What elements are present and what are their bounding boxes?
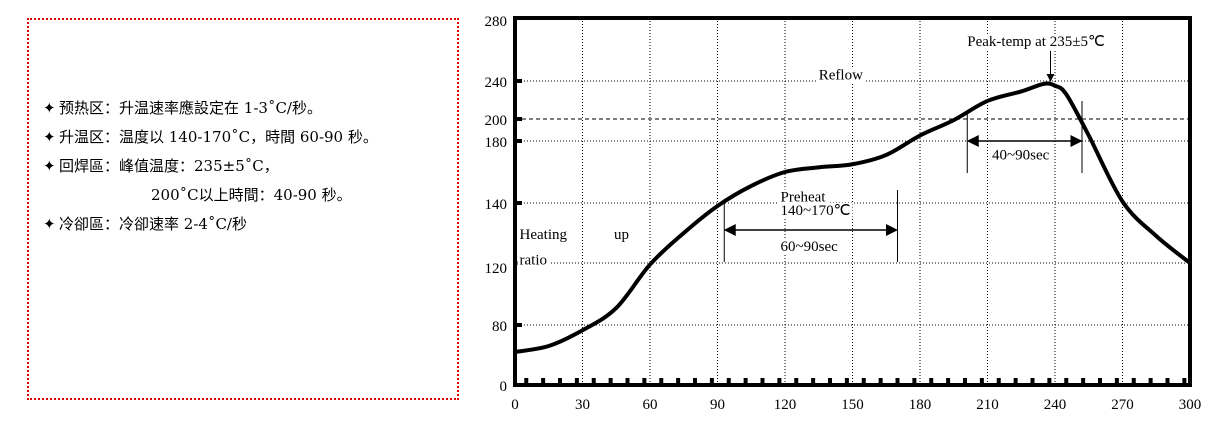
x-minor-tick — [1131, 378, 1136, 384]
y-tick-label: 80 — [492, 319, 507, 335]
x-minor-tick — [676, 378, 681, 384]
y-tick-label: 120 — [485, 261, 508, 277]
x-minor-tick — [929, 378, 934, 384]
x-minor-tick — [1182, 378, 1187, 384]
note-reflow: ✦ 回焊區：峰值温度：235±5˚C， — [43, 152, 378, 181]
annotation-label: 140~170℃ — [781, 203, 851, 219]
y-tick-label: 140 — [485, 197, 508, 213]
x-minor-tick — [642, 378, 647, 384]
x-minor-tick — [608, 378, 613, 384]
x-minor-tick — [794, 378, 799, 384]
x-minor-tick — [979, 378, 984, 384]
x-minor-tick — [1064, 378, 1069, 384]
x-minor-tick — [946, 378, 951, 384]
x-minor-tick — [558, 378, 562, 384]
y-tick-label: 240 — [485, 75, 508, 91]
notes-list: ✦ 预热区：升温速率應設定在 1-3˚C/秒。 ✦ 升温区：温度以 140-170˚… — [43, 94, 378, 239]
x-minor-tick — [1165, 378, 1170, 384]
x-tick-label: 240 — [1044, 397, 1067, 413]
x-minor-tick — [996, 378, 1001, 384]
x-minor-tick — [541, 378, 546, 384]
annotation-label: 40~90sec — [992, 148, 1050, 164]
y-tick-mark — [515, 117, 522, 121]
x-minor-tick — [591, 378, 596, 384]
x-minor-tick — [963, 378, 967, 384]
bullet-icon: ✦ — [43, 215, 56, 233]
y-tick-mark — [515, 139, 522, 143]
x-minor-tick — [1030, 378, 1035, 384]
x-tick-label: 150 — [841, 397, 864, 413]
note-preheat: ✦ 预热区：升温速率應設定在 1-3˚C/秒。 — [43, 94, 378, 123]
bullet-icon: ✦ — [43, 157, 56, 175]
x-tick-label: 180 — [909, 397, 932, 413]
annotation-background — [778, 239, 841, 255]
annotation-background — [778, 203, 853, 219]
annotation-background — [612, 227, 631, 243]
note-reflow-time: 200˚C以上時間：40-90 秒。 — [151, 186, 352, 204]
x-minor-tick — [828, 378, 832, 384]
y-tick-label: 0 — [500, 379, 508, 395]
x-tick-label: 90 — [710, 397, 725, 413]
bullet-icon: ✦ — [43, 99, 56, 117]
temperature-curve — [514, 81, 1192, 354]
annotation-background — [965, 33, 1107, 50]
x-minor-tick — [811, 378, 816, 384]
x-minor-tick — [1114, 378, 1119, 384]
x-minor-tick — [1081, 378, 1086, 384]
x-minor-tick — [777, 378, 782, 384]
x-minor-tick — [1148, 378, 1153, 384]
y-tick-mark — [515, 79, 522, 83]
x-tick-label: 30 — [575, 397, 590, 413]
x-minor-tick — [861, 378, 866, 384]
annotation-label: Peak-temp at 235±5℃ — [967, 34, 1105, 50]
y-tick-mark — [515, 201, 522, 205]
x-minor-tick — [625, 378, 630, 384]
y-tick-mark — [515, 323, 522, 327]
annotation-background — [778, 189, 829, 206]
x-minor-tick — [1013, 378, 1018, 384]
x-minor-tick — [878, 378, 883, 384]
x-minor-tick — [895, 378, 900, 384]
x-minor-tick — [1098, 378, 1102, 384]
x-tick-label: 0 — [511, 397, 519, 413]
annotation-label: Heating — [520, 227, 568, 243]
x-minor-tick — [760, 378, 765, 384]
notes-box: ✦ 预热区：升温速率應設定在 1-3˚C/秒。 ✦ 升温区：温度以 140-170˚… — [27, 18, 459, 400]
annotation-background — [990, 147, 1052, 164]
x-minor-tick — [574, 378, 579, 384]
x-minor-tick — [912, 378, 917, 384]
annotation-background — [816, 67, 866, 84]
x-minor-tick — [1047, 378, 1052, 384]
bullet-icon: ✦ — [43, 128, 56, 146]
y-tick-label: 180 — [485, 135, 508, 151]
x-minor-tick — [693, 378, 697, 384]
annotation-label: ratio — [520, 253, 548, 269]
x-tick-label: 60 — [643, 397, 658, 413]
note-ramp: ✦ 升温区：温度以 140-170˚C，時間 60-90 秒。 — [43, 123, 378, 152]
y-tick-label: 280 — [485, 14, 508, 30]
x-minor-tick — [524, 378, 529, 384]
x-minor-tick — [726, 378, 731, 384]
x-minor-tick — [844, 378, 849, 384]
x-tick-label: 120 — [774, 397, 797, 413]
annotation-label: Reflow — [819, 67, 863, 83]
annotation-background — [517, 227, 570, 243]
x-tick-label: 210 — [976, 397, 999, 413]
annotation-background — [517, 252, 549, 269]
annotation-label: 60~90sec — [781, 239, 839, 255]
annotation-label: Preheat — [781, 189, 827, 205]
x-minor-tick — [743, 378, 748, 384]
x-minor-tick — [659, 378, 664, 384]
note-cooling: ✦ 冷卻區：冷卻速率 2-4˚C/秒 — [43, 210, 378, 239]
x-tick-label: 270 — [1111, 397, 1134, 413]
annotation-label: up — [614, 227, 629, 243]
x-minor-tick — [709, 378, 714, 384]
x-tick-label: 300 — [1179, 397, 1202, 413]
y-tick-label: 200 — [485, 113, 508, 129]
